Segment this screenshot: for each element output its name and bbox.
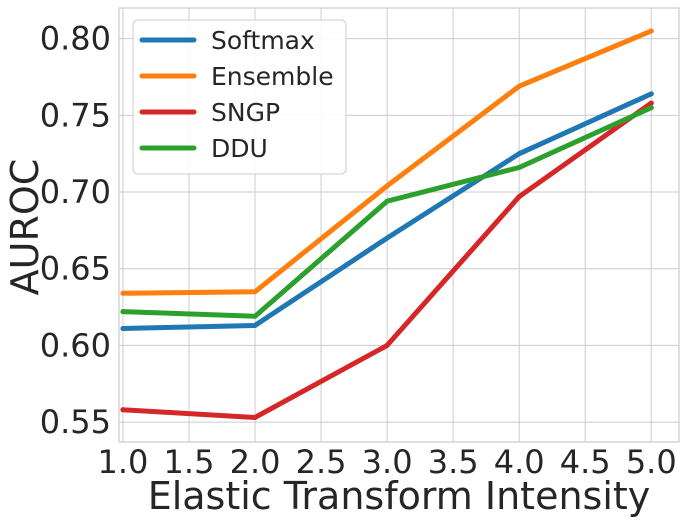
x-tick-label: 3.0	[362, 443, 413, 481]
data-point-softmax	[516, 151, 522, 157]
data-point-sngp	[516, 194, 522, 200]
series-lines	[120, 28, 654, 420]
legend-box	[132, 19, 347, 175]
data-point-sngp	[384, 342, 390, 348]
data-point-ddu	[648, 105, 654, 111]
y-tick-label: 0.70	[40, 173, 111, 211]
x-tick-label: 5.0	[626, 443, 677, 481]
x-axis-label: Elastic Transform Intensity	[148, 474, 651, 518]
legend: Softmax Ensemble SNGP DDU	[132, 19, 347, 175]
y-tick-label: 0.80	[40, 20, 111, 58]
data-point-softmax	[252, 322, 258, 328]
y-tick-label: 0.75	[40, 96, 111, 134]
data-point-softmax	[120, 326, 126, 332]
y-tick-label: 0.55	[40, 403, 111, 441]
x-tick-label: 3.5	[428, 443, 479, 481]
data-point-sngp	[252, 414, 258, 420]
data-point-ddu	[252, 313, 258, 319]
x-tick-label: 4.5	[560, 443, 611, 481]
data-point-ddu	[384, 198, 390, 204]
plot-frame	[118, 7, 680, 443]
x-tick-label: 1.5	[164, 443, 215, 481]
legend-label-ensemble: Ensemble	[211, 62, 334, 91]
data-point-sngp	[120, 407, 126, 413]
data-point-softmax	[648, 91, 654, 97]
x-tick-labels: 1.0 1.5 2.0 2.5 3.0 3.5 4.0 4.5 5.0	[98, 443, 677, 481]
data-point-sngp	[648, 100, 654, 106]
legend-label-softmax: Softmax	[211, 26, 315, 55]
data-point-ensemble	[252, 289, 258, 295]
y-tick-label: 0.65	[40, 250, 111, 288]
data-point-softmax	[384, 235, 390, 241]
y-tick-label: 0.60	[40, 326, 111, 364]
legend-label-ddu: DDU	[211, 134, 268, 163]
y-axis-label: AUROC	[3, 159, 47, 296]
data-point-ddu	[516, 164, 522, 170]
x-tick-label: 4.0	[494, 443, 545, 481]
legend-label-sngp: SNGP	[211, 98, 280, 127]
data-point-ensemble	[384, 183, 390, 189]
x-tick-label: 1.0	[98, 443, 149, 481]
y-tick-labels: 0.55 0.60 0.65 0.70 0.75 0.80	[40, 20, 111, 441]
data-point-ensemble	[120, 290, 126, 296]
data-point-ddu	[120, 309, 126, 315]
data-point-ensemble	[648, 28, 654, 34]
x-tick-label: 2.5	[296, 443, 347, 481]
data-point-ensemble	[516, 83, 522, 89]
x-tick-label: 2.0	[230, 443, 281, 481]
